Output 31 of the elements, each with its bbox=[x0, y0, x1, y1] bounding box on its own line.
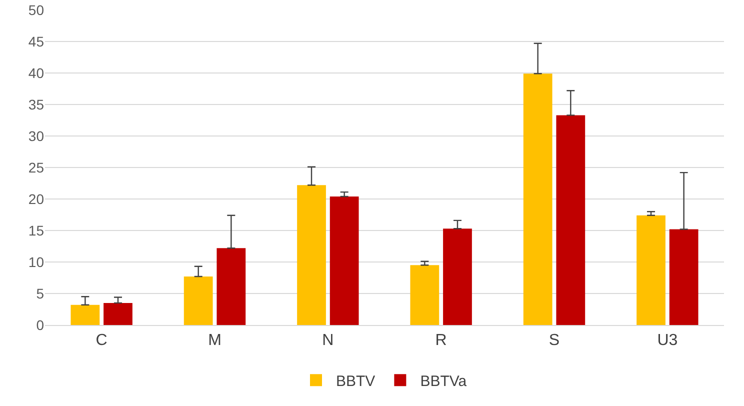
bar bbox=[70, 304, 100, 325]
x-tick-label: R bbox=[435, 332, 447, 350]
x-tick-label: C bbox=[96, 332, 108, 350]
bar bbox=[297, 185, 326, 325]
y-tick-label: 20 bbox=[28, 190, 44, 207]
y-tick-label: 40 bbox=[28, 64, 44, 81]
x-tick-label: M bbox=[208, 332, 222, 350]
x-tick-label: N bbox=[322, 332, 334, 350]
y-tick-label: 5 bbox=[36, 285, 44, 302]
bar bbox=[330, 196, 359, 325]
y-tick-label: 0 bbox=[36, 316, 44, 333]
y-tick-label: 35 bbox=[28, 96, 44, 112]
y-tick-label: 45 bbox=[28, 33, 44, 50]
bar bbox=[523, 74, 552, 325]
x-tick-label: S bbox=[548, 332, 560, 350]
legend-label: BBTV bbox=[336, 373, 376, 390]
x-tick-label: U3 bbox=[657, 332, 678, 350]
bar bbox=[443, 228, 472, 325]
y-tick-label: 50 bbox=[28, 2, 44, 18]
bar bbox=[410, 265, 440, 325]
bar bbox=[104, 302, 132, 325]
bar bbox=[184, 276, 213, 325]
bar bbox=[216, 248, 246, 325]
bar bbox=[636, 215, 666, 325]
y-tick-label: 30 bbox=[28, 128, 44, 144]
y-tick-label: 10 bbox=[28, 254, 44, 270]
bar bbox=[556, 115, 586, 325]
y-tick-label: 25 bbox=[28, 159, 44, 176]
legend-label: BBTVa bbox=[420, 373, 468, 390]
bar bbox=[669, 229, 698, 325]
y-tick-label: 15 bbox=[28, 222, 44, 238]
